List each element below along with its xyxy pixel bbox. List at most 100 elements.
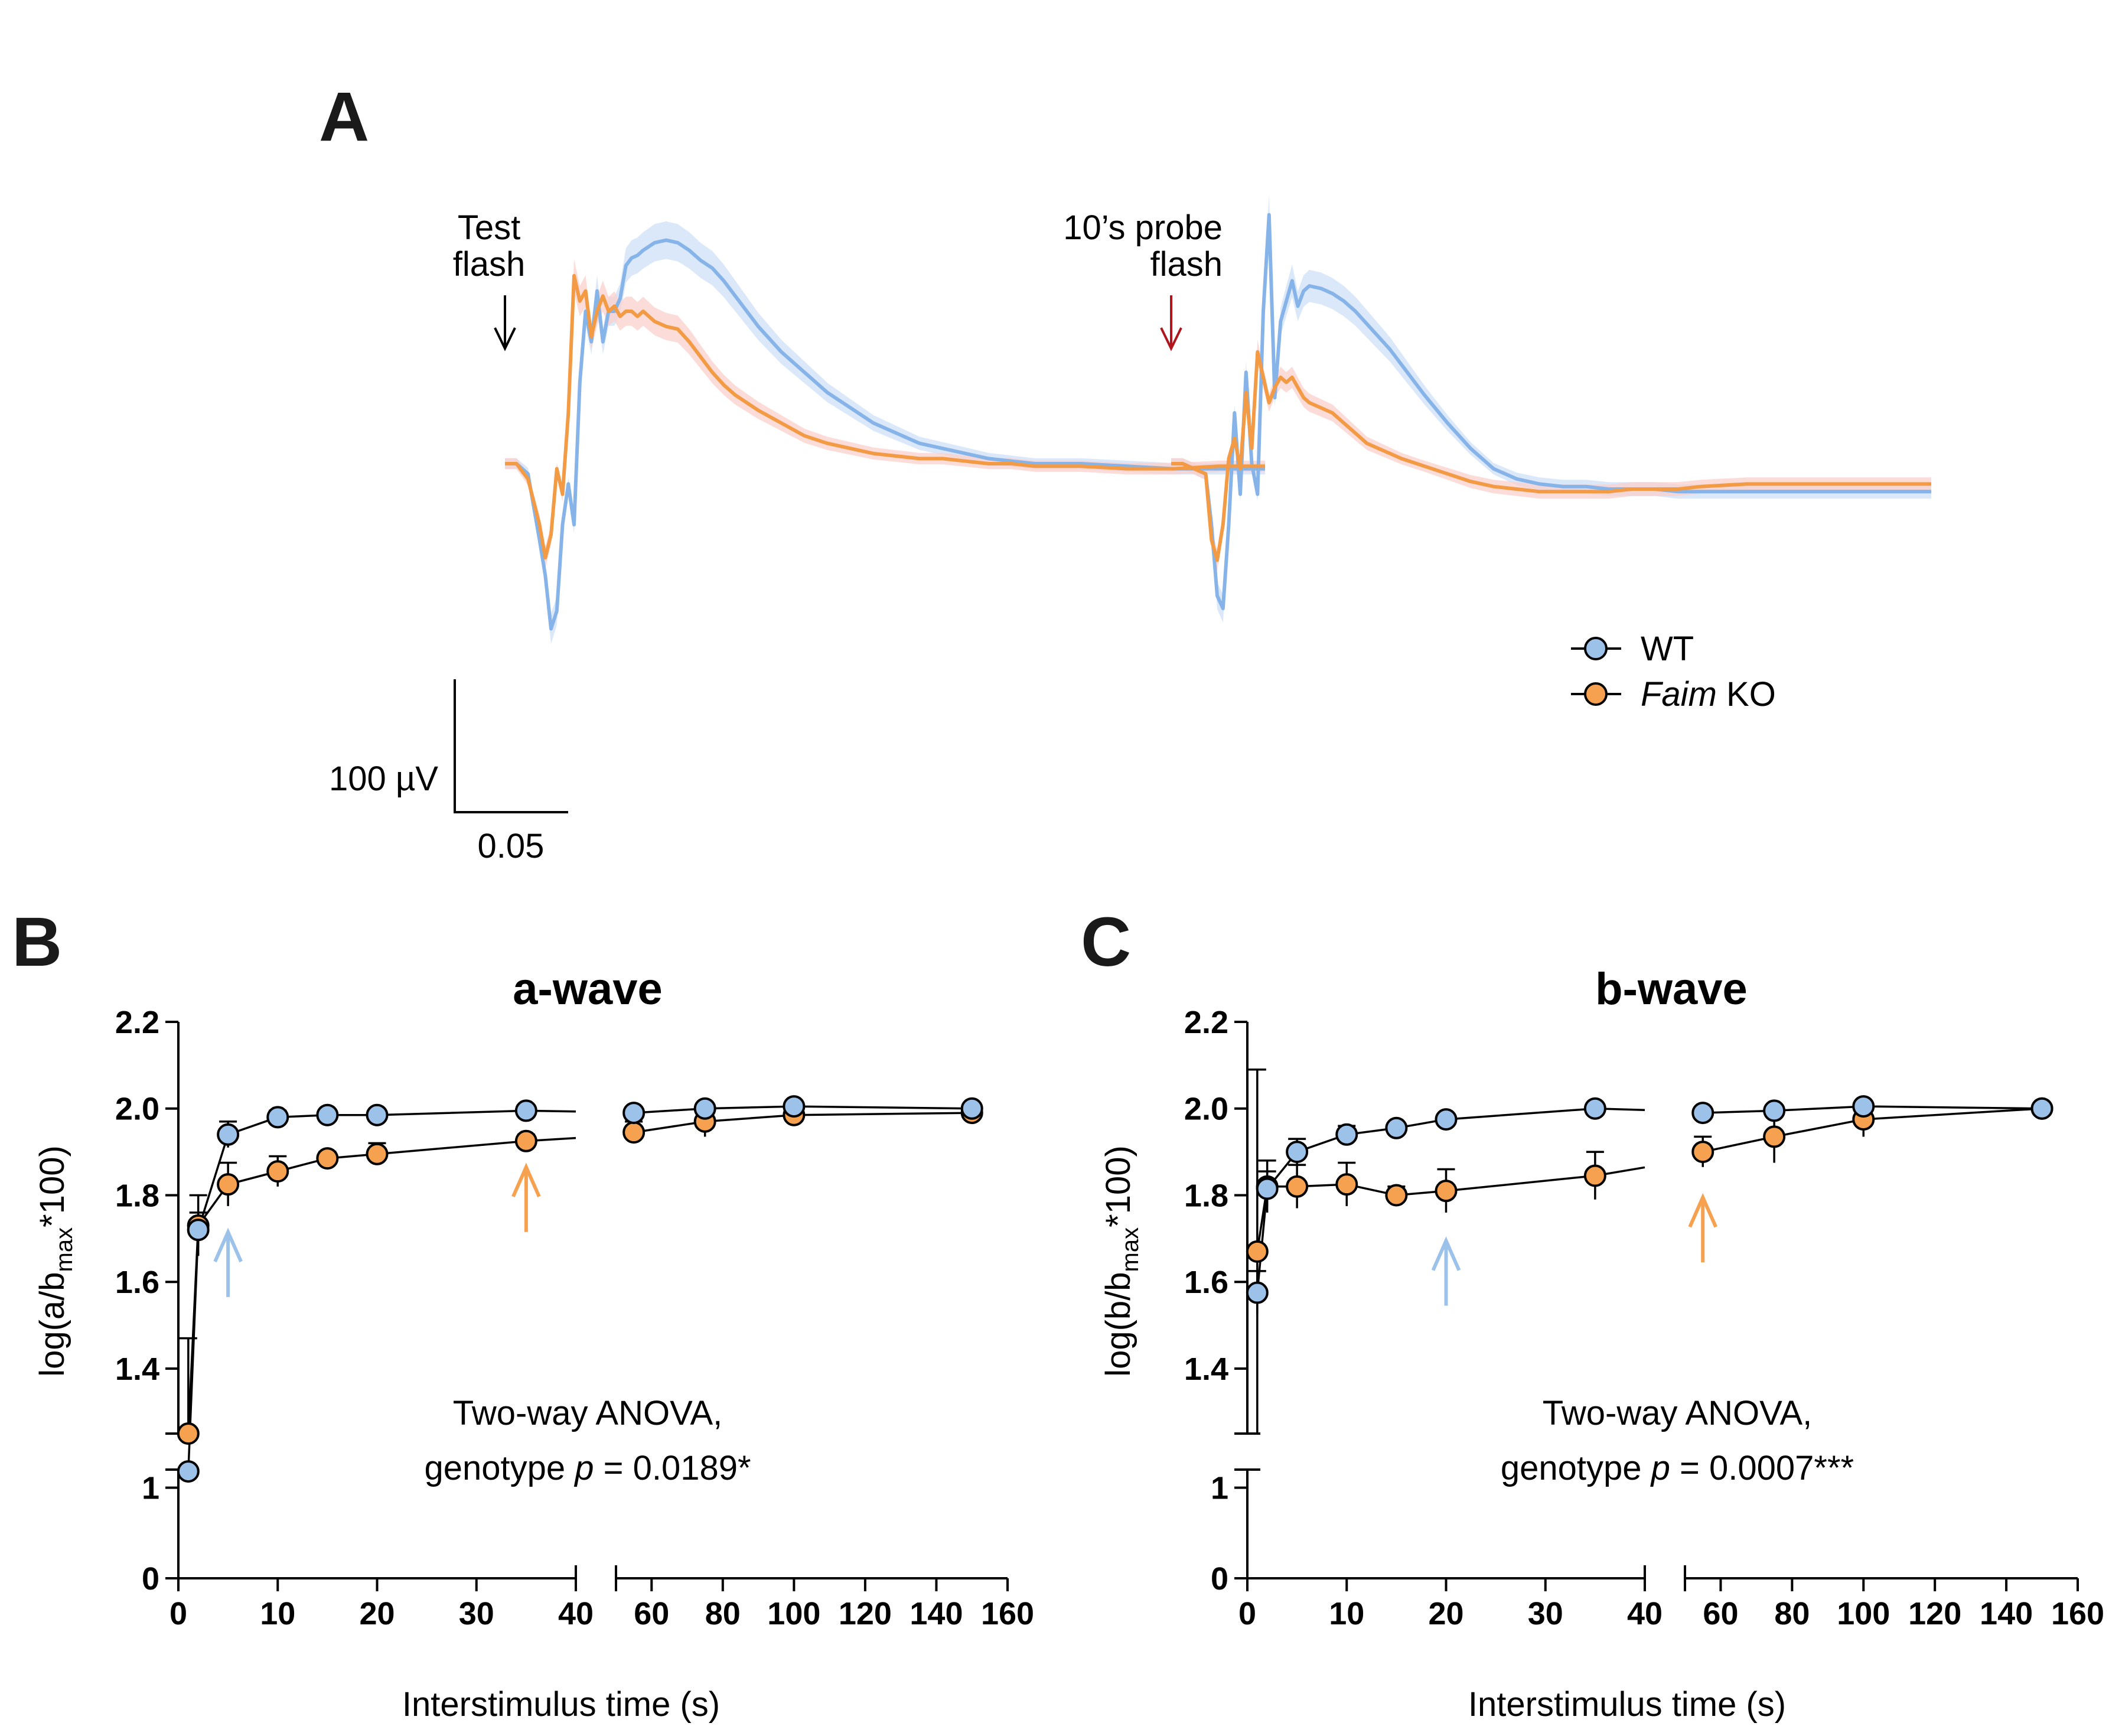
- b-ytick-label-1.8: 1.8: [115, 1178, 159, 1213]
- b-xtick-label-80: 80: [705, 1596, 741, 1631]
- c-point-ko-20: [1435, 1180, 1458, 1203]
- b-point-wt-55: [622, 1102, 646, 1125]
- b-line-wt-left: [187, 1109, 576, 1472]
- erg-band-ko-probe: [1171, 340, 1931, 572]
- erg-band-wt-probe: [1171, 194, 1931, 623]
- c-point-wt-150: [2030, 1097, 2053, 1120]
- c-ytick-label-0: 0: [1211, 1561, 1228, 1597]
- legend-label-ko-gene: Faim: [1641, 675, 1717, 714]
- c-point-ko-5: [1286, 1175, 1309, 1198]
- c-xtick-label-60: 60: [1703, 1596, 1738, 1631]
- b-xtick-label-40: 40: [558, 1596, 594, 1631]
- c-xtick-label-140: 140: [1980, 1596, 2033, 1631]
- b-xtick-label-0: 0: [170, 1596, 187, 1631]
- c-point-ko-35: [1583, 1164, 1606, 1187]
- b-ytick-label-1.6: 1.6: [115, 1265, 159, 1300]
- b-point-wt-20: [366, 1103, 389, 1126]
- c-point-wt-35: [1583, 1097, 1606, 1120]
- erg-band-ko-test: [505, 259, 1265, 569]
- c-xtick-label-160: 160: [2051, 1596, 2104, 1631]
- b-point-wt-10: [266, 1106, 289, 1129]
- c-point-ko-15: [1385, 1184, 1408, 1207]
- panel-letter-c: C: [1081, 903, 1131, 981]
- c-ytick-label-1: 1: [1211, 1471, 1228, 1506]
- panel-c-b-wave: C b-wave Interstimulus time (s) log(b/bm…: [1081, 903, 2104, 1724]
- c-point-wt-20: [1435, 1108, 1458, 1131]
- b-ytick-label-0: 0: [142, 1561, 159, 1597]
- probe-flash-arrow: [1160, 295, 1182, 351]
- panel-c-title: b-wave: [1595, 964, 1748, 1014]
- b-ytick-label-2.0: 2.0: [115, 1092, 159, 1127]
- panel-c-ylabel-end: *100): [1099, 1145, 1137, 1227]
- panel-b-stats-prefix: genotype: [424, 1449, 575, 1487]
- b-xtick-label-20: 20: [359, 1596, 395, 1631]
- b-arrow-ko-head: [511, 1162, 541, 1198]
- erg-trace-wt-probe: [1171, 213, 1931, 611]
- scale-bar: [454, 679, 568, 813]
- c-xtick-label-10: 10: [1329, 1596, 1364, 1631]
- test-flash-label-line1: Test: [458, 209, 520, 247]
- c-xtick-label-40: 40: [1627, 1596, 1663, 1631]
- c-ytick-label-1.8: 1.8: [1184, 1178, 1228, 1213]
- c-line-ko-right: [1702, 1107, 2042, 1153]
- panel-b-xlabel: Interstimulus time (s): [402, 1685, 720, 1724]
- b-point-ko-10: [266, 1160, 289, 1183]
- panel-b-stats-line1: Two-way ANOVA,: [453, 1394, 723, 1432]
- b-arrow-wt: [213, 1227, 243, 1297]
- c-arrow-wt: [1431, 1236, 1461, 1306]
- b-point-ko-35: [514, 1129, 537, 1152]
- panel-b-ylabel-main: log(a/b: [33, 1272, 71, 1376]
- c-point-ko-55: [1691, 1141, 1714, 1164]
- erg-trace-wt-test: [505, 238, 1265, 631]
- b-arrow-wt-head: [213, 1227, 243, 1263]
- b-point-ko-1: [177, 1422, 200, 1445]
- c-ytick-label-2.2: 2.2: [1184, 1005, 1228, 1040]
- c-arrow-ko-head: [1688, 1193, 1717, 1228]
- panel-c-stats-prefix: genotype: [1501, 1449, 1651, 1487]
- b-point-ko-55: [622, 1121, 646, 1144]
- panel-c-stats-value: = 0.0007***: [1670, 1449, 1854, 1487]
- panel-b-ylabel-sub: max: [51, 1227, 77, 1272]
- c-point-wt-55: [1691, 1102, 1714, 1125]
- b-point-wt-1: [177, 1460, 200, 1483]
- legend-label-wt: WT: [1641, 630, 1694, 668]
- erg-traces: [505, 194, 1931, 644]
- b-xtick-label-10: 10: [260, 1596, 295, 1631]
- panel-b-ylabel: log(a/bmax*100): [33, 1145, 77, 1377]
- panel-c-xlabel: Interstimulus time (s): [1468, 1685, 1786, 1724]
- c-point-wt-2: [1256, 1177, 1279, 1200]
- b-ytick-label-2.2: 2.2: [115, 1005, 159, 1040]
- b-point-wt-100: [783, 1095, 806, 1118]
- probe-flash-label-line1: 10’s probe: [1063, 209, 1223, 247]
- b-point-wt-35: [514, 1099, 537, 1122]
- b-point-ko-5: [217, 1173, 240, 1196]
- c-xtick-label-80: 80: [1774, 1596, 1810, 1631]
- c-point-ko-75: [1763, 1125, 1786, 1148]
- legend-item-ko: Faim KO: [1571, 675, 1776, 714]
- panel-c-stats-p: p: [1650, 1449, 1670, 1487]
- b-point-ko-15: [316, 1147, 339, 1170]
- panel-b-ylabel-end: *100): [33, 1145, 71, 1227]
- c-point-wt-15: [1385, 1116, 1408, 1139]
- panel-c-ylabel: log(b/bmax*100): [1099, 1145, 1143, 1377]
- c-ytick-label-2.0: 2.0: [1184, 1092, 1228, 1127]
- c-xtick-label-100: 100: [1837, 1596, 1890, 1631]
- b-xtick-label-120: 120: [839, 1596, 892, 1631]
- scale-bar-time-label: 0.05: [478, 827, 545, 865]
- c-point-ko-10: [1335, 1173, 1358, 1196]
- c-ytick-label-1.4: 1.4: [1184, 1351, 1228, 1387]
- b-point-wt-5: [217, 1123, 240, 1146]
- legend-item-wt: WT: [1571, 630, 1694, 668]
- panel-b-stats-line2: genotype p = 0.0189*: [424, 1449, 751, 1487]
- b-point-wt-150: [960, 1097, 983, 1120]
- c-point-wt-1: [1246, 1281, 1269, 1304]
- c-xtick-label-0: 0: [1238, 1596, 1256, 1631]
- c-point-wt-75: [1763, 1099, 1786, 1122]
- b-xtick-label-160: 160: [981, 1596, 1034, 1631]
- b-xtick-label-30: 30: [459, 1596, 494, 1631]
- b-xtick-label-140: 140: [910, 1596, 963, 1631]
- panel-a-erg-traces: A Test flash 10’s probe flash 100 µV 0.0…: [319, 78, 1931, 865]
- legend-marker-ko: [1584, 682, 1608, 706]
- c-point-ko-1: [1246, 1240, 1269, 1263]
- test-flash-label-line2: flash: [453, 245, 526, 284]
